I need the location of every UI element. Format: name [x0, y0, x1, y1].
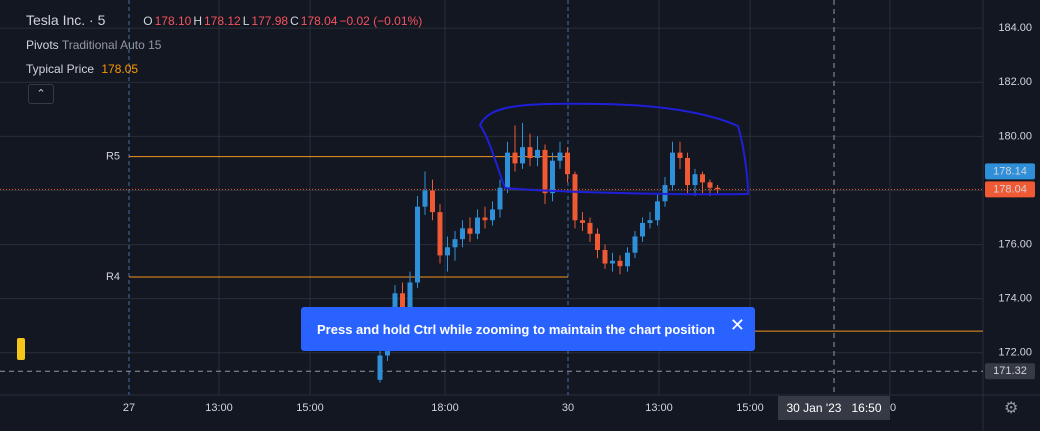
separator: ·: [89, 12, 94, 28]
candle-body: [505, 152, 510, 188]
y-tick-label: 184.00: [998, 22, 1032, 34]
candle-body: [482, 217, 488, 221]
indicator: Pivots Traditional Auto 15: [26, 38, 161, 52]
candle-body: [715, 187, 720, 190]
x-tick-label: 15:00: [296, 402, 324, 414]
settings-button[interactable]: ⚙: [1004, 400, 1019, 417]
x-tick-label: 13:00: [205, 402, 233, 414]
candle-body: [655, 201, 660, 221]
prev-price-label: 178.14: [993, 165, 1027, 177]
candle-body: [535, 149, 540, 158]
candle-body: [670, 152, 675, 186]
y-tick-label: 180.00: [998, 130, 1032, 142]
close-button[interactable]: ✕: [729, 315, 745, 335]
pivot-label: R5: [106, 151, 120, 163]
candle-body: [602, 249, 608, 264]
candle-body: [460, 228, 465, 240]
ohlc: O 178.10 H 178.12 L 177.98 C 178.04 −0.02 (−0.01…: [143, 14, 424, 28]
candle-body: [707, 182, 713, 188]
y-tick-label: 174.00: [998, 293, 1032, 305]
candle-body: [677, 152, 683, 158]
candle-body: [572, 174, 578, 221]
y-tick-label: 172.00: [998, 347, 1032, 359]
ohlc-key: O: [143, 14, 153, 28]
x-tick-label: 27: [123, 402, 135, 414]
side-handle[interactable]: [17, 338, 25, 360]
candle-body: [632, 236, 638, 253]
ohlc-key: H: [193, 14, 202, 28]
candle-body: [685, 158, 690, 186]
candle-body: [595, 233, 600, 250]
candle-body: [467, 228, 473, 234]
y-tick-label: 182.00: [998, 76, 1032, 88]
candle-body: [415, 206, 420, 283]
candle-body: [437, 212, 443, 256]
candle-body: [617, 260, 623, 267]
crosshair-price-box: [985, 363, 1035, 380]
indicator-value: 178.05: [101, 62, 139, 76]
candle-body: [475, 217, 480, 234]
candle-body: [610, 260, 615, 264]
candle-body: [422, 190, 428, 207]
toast-text: Press and hold Ctrl while zooming to mai…: [317, 321, 715, 337]
price-axis: [983, 0, 1040, 431]
x-tick-label: 15:00: [736, 402, 764, 414]
candle-body: [640, 222, 645, 237]
ohlc-value: 178.10: [154, 14, 192, 28]
candle-body: [527, 147, 533, 158]
candle-body: [497, 187, 503, 210]
candle-body: [542, 149, 548, 194]
candle-body: [625, 252, 630, 267]
pivot-label: R4: [106, 271, 120, 283]
indicator-name: Typical Price: [26, 62, 95, 76]
candle-body: [580, 220, 585, 223]
candle-body: [557, 152, 563, 161]
collapse-button[interactable]: ⌃: [28, 84, 54, 104]
candle-body: [550, 160, 555, 194]
ohlc-key: C: [290, 14, 299, 28]
last-price-label: 178.04: [993, 183, 1027, 195]
change: −0.02 (−0.01%): [339, 14, 423, 28]
last-price-box: [985, 181, 1035, 198]
grid: [0, 0, 983, 395]
crosshair-price-label: 171.32: [993, 365, 1027, 377]
prev-price-box: [985, 163, 1035, 180]
candle-body: [512, 152, 518, 164]
indicator: Typical Price 178.05: [26, 62, 138, 76]
candle-body: [565, 152, 570, 175]
y-tick-label: 176.00: [998, 238, 1032, 250]
candle-body: [407, 282, 413, 310]
drawing-ellipse: [478, 102, 750, 196]
symbol: Tesla Inc.: [26, 12, 86, 28]
candle-body: [692, 174, 698, 186]
candle-body: [700, 174, 705, 183]
x-tick-label: 13:00: [645, 402, 673, 414]
ohlc-value: 178.04: [300, 14, 338, 28]
crosshair-time: 30 Jan '23 16:50: [778, 396, 890, 420]
interval: 5: [97, 12, 106, 28]
candle-body: [445, 247, 450, 256]
symbol-line: Tesla Inc. · 5 O 178.10 H 178.12 L 177.98 C 178…: [26, 12, 424, 28]
candle-body: [490, 209, 495, 221]
candle-body: [400, 293, 405, 310]
x-tick-label: 30: [562, 402, 574, 414]
x-tick-label: 18:00: [431, 402, 459, 414]
ohlc-value: 178.12: [204, 14, 241, 28]
candle-body: [520, 147, 525, 164]
indicator-name: Pivots: [26, 38, 59, 52]
candle-body: [647, 220, 653, 223]
candle-body: [377, 355, 383, 380]
candle-body: [430, 190, 435, 213]
ohlc-value: 177.98: [251, 14, 289, 28]
candle-body: [587, 222, 593, 234]
toast: Press and hold Ctrl while zooming to mai…: [301, 307, 755, 351]
indicator-params: Traditional Auto 15: [61, 38, 162, 52]
candle-body: [452, 239, 458, 248]
ohlc-key: L: [242, 14, 250, 28]
